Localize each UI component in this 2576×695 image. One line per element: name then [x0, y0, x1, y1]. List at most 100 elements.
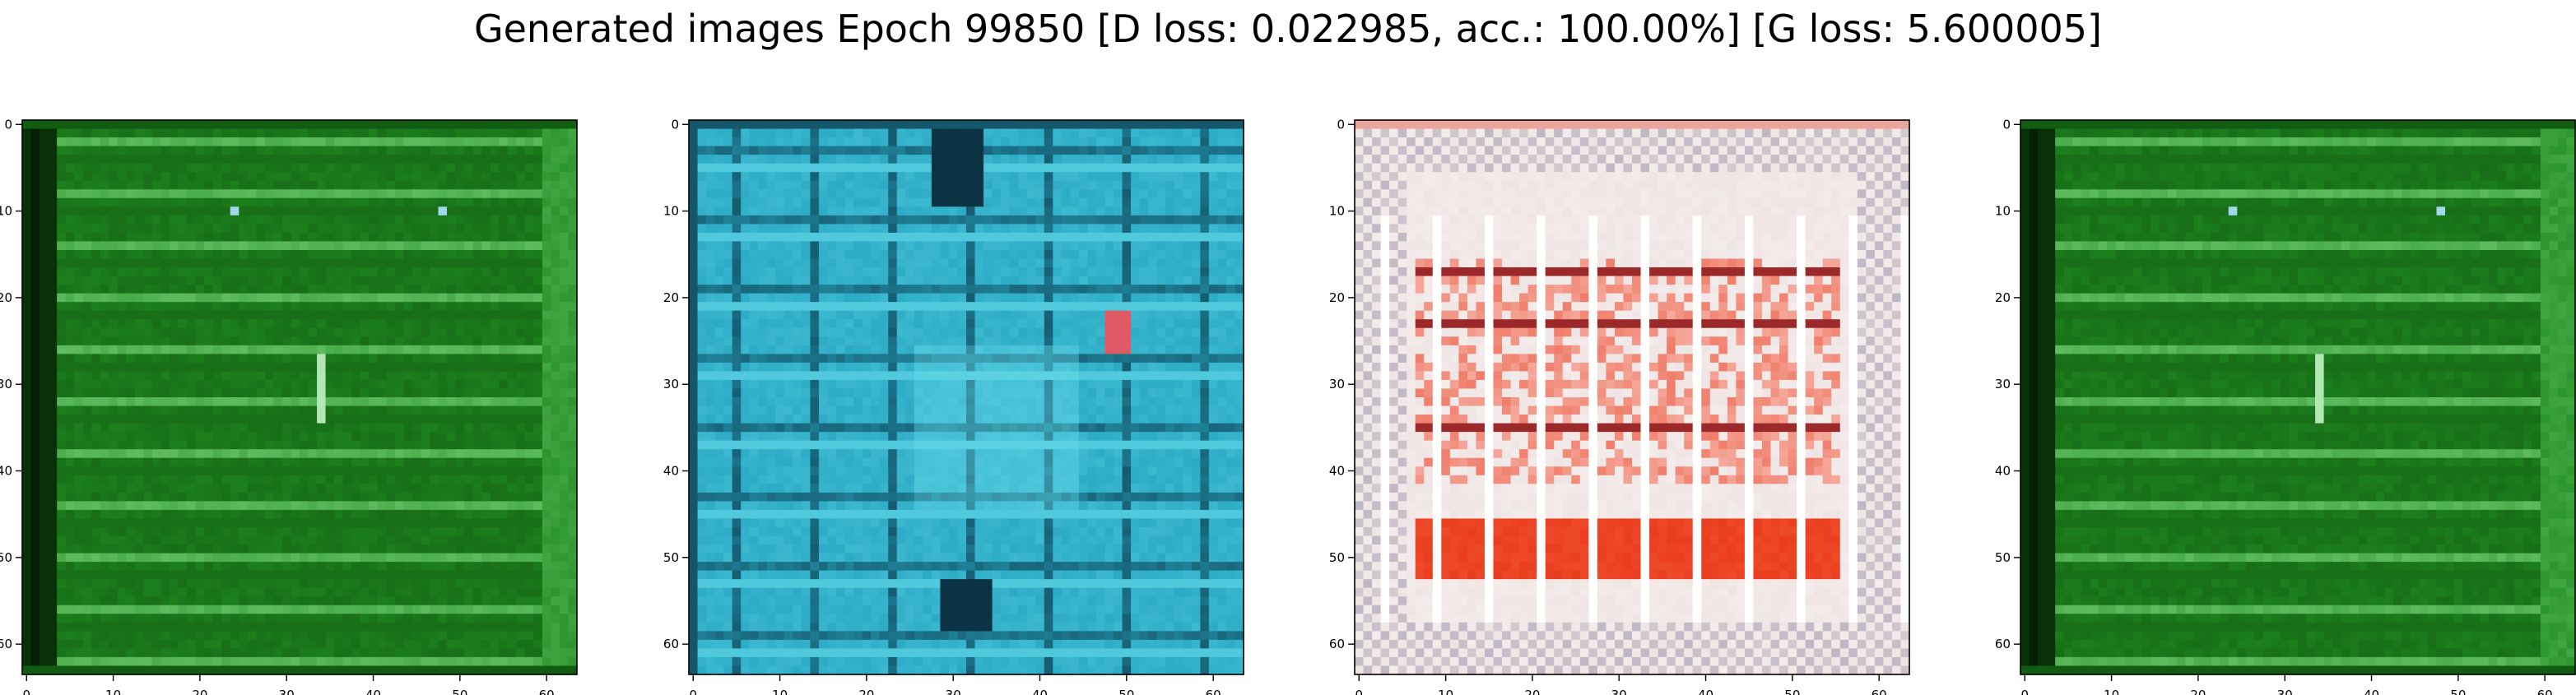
image-pixel [993, 137, 1002, 146]
image-pixel [378, 294, 387, 303]
image-pixel [343, 432, 352, 441]
image-pixel [542, 640, 551, 649]
image-pixel [481, 172, 491, 181]
image-pixel [378, 354, 387, 363]
image-pixel [1174, 137, 1183, 146]
image-pixel [1044, 172, 1053, 181]
image-pixel [430, 648, 439, 657]
image-pixel [403, 276, 412, 285]
image-pixel [221, 129, 230, 138]
image-pixel [204, 267, 213, 276]
image-pixel [560, 588, 569, 597]
image-pixel [291, 588, 300, 597]
image-pixel [300, 241, 309, 250]
image-pixel [378, 466, 387, 475]
image-pixel [273, 189, 282, 198]
image-pixel [248, 527, 257, 536]
image-pixel [143, 640, 152, 649]
image-pixel [914, 198, 923, 207]
image-pixel [282, 614, 291, 623]
image-pixel [560, 336, 569, 345]
image-pixel [447, 397, 456, 406]
image-pixel [204, 137, 213, 146]
image-pixel [221, 415, 230, 424]
image-pixel [793, 215, 802, 225]
image-pixel [542, 380, 551, 389]
image-pixel [464, 181, 473, 190]
image-pixel [248, 640, 257, 649]
image-pixel [239, 354, 248, 363]
image-pixel [1209, 181, 1218, 190]
image-pixel [213, 302, 222, 311]
image-pixel [161, 562, 170, 571]
image-pixel [525, 380, 534, 389]
image-pixel [239, 328, 248, 337]
image-pixel [196, 562, 205, 571]
image-pixel [291, 285, 300, 294]
image-pixel [802, 189, 811, 198]
image-pixel [1096, 120, 1105, 129]
image-pixel [135, 388, 144, 397]
image-pixel [239, 424, 248, 433]
image-pixel [464, 336, 473, 345]
image-pixel [723, 233, 732, 242]
image-pixel [551, 562, 560, 571]
image-pixel [179, 302, 188, 311]
image-pixel [135, 458, 144, 467]
image-pixel [309, 189, 318, 198]
image-pixel [161, 294, 170, 303]
image-pixel [239, 623, 248, 632]
image-pixel [109, 319, 118, 328]
image-pixel [975, 155, 984, 164]
image-pixel [560, 665, 569, 674]
image-pixel [412, 544, 421, 554]
image-pixel [309, 544, 318, 554]
image-pixel [767, 129, 776, 138]
image-pixel [542, 241, 551, 250]
image-pixel [213, 371, 222, 380]
image-pixel [273, 475, 282, 484]
image-pixel [378, 388, 387, 397]
image-pixel [317, 406, 326, 415]
image-pixel [456, 493, 465, 502]
image-pixel [403, 562, 412, 571]
image-pixel [421, 605, 430, 614]
image-pixel [853, 224, 863, 233]
image-pixel [109, 380, 118, 389]
image-pixel [542, 354, 551, 363]
image-pixel [317, 466, 326, 475]
image-pixel [100, 120, 109, 129]
image-pixel [66, 406, 75, 415]
image-pixel [386, 198, 395, 207]
image-pixel [126, 466, 135, 475]
image-pixel [291, 631, 300, 640]
image-pixel [179, 571, 188, 580]
image-pixel [83, 328, 92, 337]
image-pixel [66, 596, 75, 605]
image-pixel [932, 189, 941, 198]
image-pixel [421, 536, 430, 545]
image-pixel [143, 614, 152, 623]
image-pixel [395, 328, 404, 337]
image-pixel [334, 665, 343, 674]
image-pixel [91, 614, 100, 623]
image-pixel [421, 181, 430, 190]
image-pixel [100, 588, 109, 597]
image-pixel [83, 250, 92, 259]
image-pixel [239, 181, 248, 190]
image-pixel [439, 493, 448, 502]
image-pixel [57, 311, 66, 320]
image-pixel [230, 518, 239, 527]
image-pixel [1131, 172, 1140, 181]
image-pixel [49, 224, 58, 233]
image-pixel [914, 206, 923, 215]
image-pixel [447, 605, 456, 614]
image-pixel [334, 441, 343, 450]
image-pixel [351, 137, 360, 146]
image-pixel [949, 164, 958, 173]
image-pixel [187, 648, 196, 657]
image-pixel [248, 449, 257, 458]
image-pixel [40, 336, 49, 345]
image-pixel [100, 493, 109, 502]
image-pixel [300, 155, 309, 164]
